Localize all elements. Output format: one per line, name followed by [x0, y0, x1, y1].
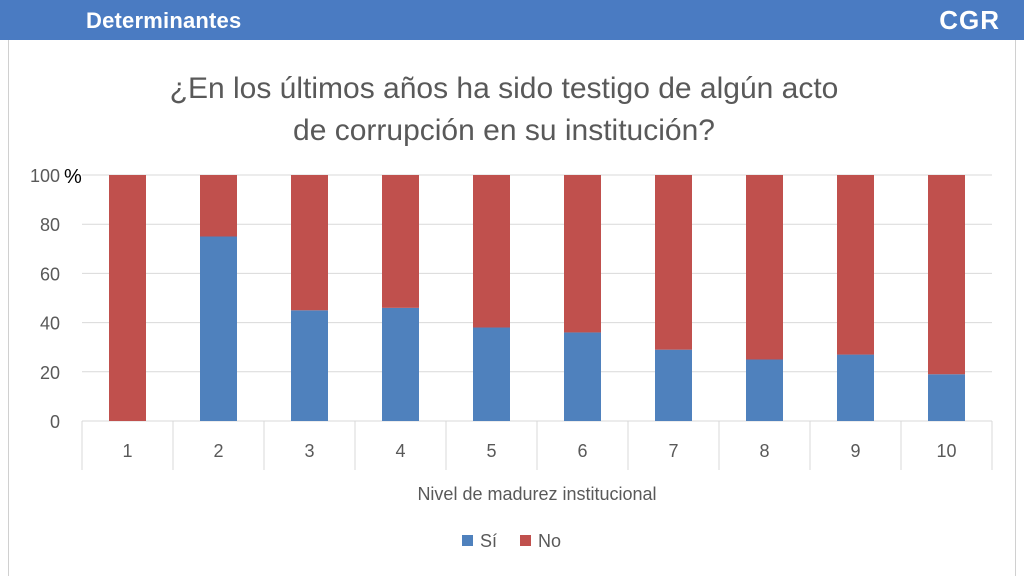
bar-no [928, 175, 965, 375]
x-tick-label: 3 [304, 441, 314, 461]
bar-no [837, 175, 874, 355]
bar-si [200, 236, 237, 421]
x-tick-label: 10 [936, 441, 956, 461]
x-axis-label: Nivel de madurez institucional [417, 484, 656, 504]
x-tick-label: 9 [850, 441, 860, 461]
legend-swatch-si [462, 535, 473, 546]
x-tick-label: 8 [759, 441, 769, 461]
x-tick-label: 5 [486, 441, 496, 461]
chart-panel [8, 40, 1016, 576]
chart-title-line-2: de corrupción en su institución? [293, 114, 715, 147]
cgr-logo: CGR [939, 5, 1000, 35]
y-unit-label: % [64, 166, 82, 188]
header-bar: Determinantes CGR [0, 0, 1024, 40]
bar-no [109, 175, 146, 421]
y-tick-label: 0 [50, 412, 60, 432]
bar-si [837, 354, 874, 421]
y-tick-label: 80 [40, 215, 60, 235]
bar-no [746, 175, 783, 360]
bar-si [564, 332, 601, 421]
bar-si [655, 349, 692, 421]
bar-si [382, 307, 419, 421]
y-tick-label: 100 [30, 166, 60, 186]
y-tick-label: 20 [40, 363, 60, 383]
x-tick-label: 4 [395, 441, 405, 461]
legend-swatch-no [520, 535, 531, 546]
bar-no [564, 175, 601, 333]
x-tick-label: 1 [122, 441, 132, 461]
bar-no [200, 175, 237, 237]
legend-label-si: Sí [480, 531, 497, 551]
bar-si [928, 374, 965, 421]
bar-si [746, 359, 783, 421]
chart-title: ¿En los últimos años ha sido testigo de … [0, 68, 1016, 152]
chart-title-line-1: ¿En los últimos años ha sido testigo de … [169, 72, 839, 105]
x-tick-label: 7 [668, 441, 678, 461]
bar-no [291, 175, 328, 311]
x-tick-label: 6 [577, 441, 587, 461]
bar-no [655, 175, 692, 350]
header-title: Determinantes [86, 8, 242, 33]
y-tick-label: 40 [40, 314, 60, 334]
y-tick-label: 60 [40, 264, 60, 284]
x-tick-label: 2 [213, 441, 223, 461]
bar-no [382, 175, 419, 308]
bar-si [473, 327, 510, 421]
legend-label-no: No [538, 531, 561, 551]
bar-no [473, 175, 510, 328]
bar-si [291, 310, 328, 421]
